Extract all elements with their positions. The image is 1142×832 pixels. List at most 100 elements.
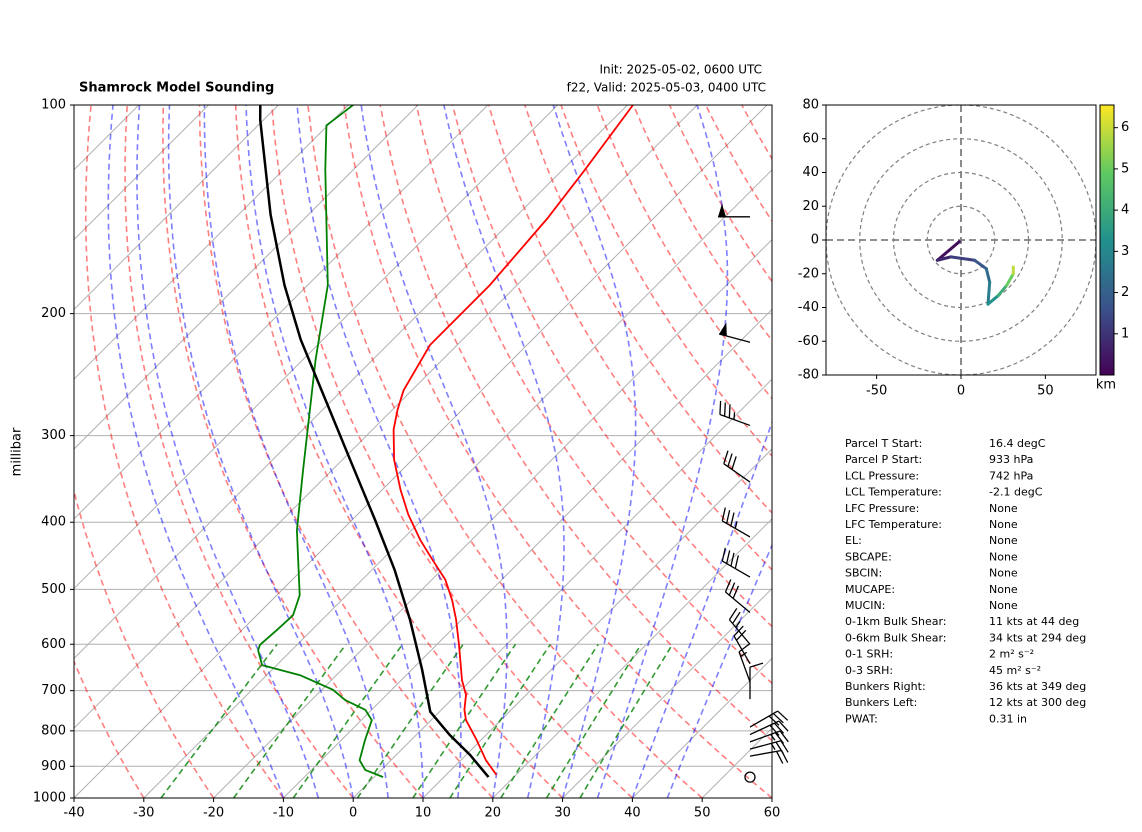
y-tick-label: 100 <box>41 98 66 113</box>
colorbar-tick-label: 1 <box>1121 326 1129 341</box>
barb-full <box>768 715 780 726</box>
colorbar-cell <box>1100 148 1114 153</box>
x-tick-label: -20 <box>203 806 224 821</box>
isotherm <box>422 448 772 798</box>
moist-adiabat <box>360 105 508 798</box>
moist-adiabat <box>136 105 320 798</box>
barb-full <box>732 611 741 624</box>
colorbar-cell <box>1100 256 1114 261</box>
colorbar-tick-label: 4 <box>1121 203 1129 218</box>
colorbar-cell <box>1100 125 1114 130</box>
wind-barb <box>749 710 789 728</box>
dry-adiabat <box>198 105 494 798</box>
barb-full <box>732 585 740 599</box>
colorbar-cell <box>1100 358 1114 362</box>
parameter-label: Bunkers Left: <box>845 696 917 709</box>
colorbar-cell <box>1100 108 1114 113</box>
parameter-label: EL: <box>845 534 862 547</box>
mixing-ratio-line <box>449 643 552 798</box>
parameter-value: 2 m² s⁻² <box>989 648 1034 661</box>
y-tick-label: 1000 <box>33 791 66 806</box>
wind-barb <box>718 322 751 343</box>
isotherm <box>74 105 349 380</box>
parameter-label: 0-3 SRH: <box>845 664 893 677</box>
colorbar-cell <box>1100 209 1114 214</box>
dry-adiabat <box>307 105 703 798</box>
parameter-label: LFC Pressure: <box>845 502 919 515</box>
wind-barb <box>749 749 789 764</box>
barb-full <box>728 607 738 621</box>
colorbar-cell <box>1100 145 1114 150</box>
colorbar-cell <box>1100 246 1114 251</box>
parameter-value: None <box>989 534 1018 547</box>
x-tick-label: 0 <box>957 384 965 399</box>
barb-shaft <box>749 720 780 736</box>
colorbar-cell <box>1100 250 1114 254</box>
barb-full <box>731 456 737 470</box>
colorbar-cell <box>1100 132 1114 136</box>
dry-adiabat <box>124 105 354 798</box>
colorbar: 1 2 3 4 5 6 <box>1099 104 1129 376</box>
colorbar-cell <box>1100 283 1114 288</box>
colorbar-cell <box>1100 287 1114 292</box>
hodograph-segment <box>986 280 992 306</box>
isotherm <box>632 657 772 798</box>
barb-full <box>780 750 789 763</box>
colorbar-cell <box>1100 304 1114 308</box>
colorbar-cell <box>1100 111 1114 116</box>
colorbar-frame <box>1099 104 1115 376</box>
parameter-value: 36 kts at 349 deg <box>989 680 1086 693</box>
colorbar-cell <box>1100 186 1114 190</box>
barb-pennant <box>718 203 726 217</box>
colorbar-cell <box>1100 263 1114 268</box>
y-tick-label: 400 <box>41 515 66 530</box>
colorbar-cell <box>1100 243 1114 248</box>
parameter-value: 12 kts at 300 deg <box>989 696 1086 709</box>
moist-adiabat <box>203 105 389 798</box>
isotherm <box>283 308 772 798</box>
colorbar-cell <box>1100 364 1114 369</box>
moist-adiabat <box>443 105 565 798</box>
colorbar-cell <box>1100 354 1114 359</box>
barb-half <box>770 734 776 741</box>
colorbar-cell <box>1100 196 1114 200</box>
wind-barb <box>744 771 756 783</box>
colorbar-cell <box>1100 138 1114 143</box>
parameter-value: None <box>989 518 1018 531</box>
colorbar-cell <box>1100 331 1114 335</box>
colorbar-cell <box>1100 175 1114 180</box>
barb-shaft <box>721 560 751 578</box>
colorbar-cell <box>1100 297 1114 302</box>
parameter-value: None <box>989 502 1018 515</box>
barb-full <box>733 625 744 637</box>
mixing-ratio-line <box>160 643 278 798</box>
parameter-value: None <box>989 599 1018 612</box>
colorbar-cell <box>1100 324 1114 329</box>
colorbar-cell <box>1100 165 1114 170</box>
colorbar-cell <box>1100 169 1114 173</box>
colorbar-cell <box>1100 213 1114 217</box>
colorbar-cell <box>1100 361 1114 366</box>
dry-adiabat <box>415 105 772 685</box>
barb-full <box>723 450 729 464</box>
colorbar-cell <box>1100 199 1114 204</box>
colorbar-cell <box>1100 135 1114 140</box>
x-tick-label: 50 <box>694 806 711 821</box>
colorbar-cell <box>1100 270 1114 275</box>
y-tick-label: 80 <box>802 98 819 113</box>
colorbar-cell <box>1100 368 1114 373</box>
parameter-label: SBCIN: <box>845 567 882 580</box>
dry-adiabat <box>234 105 564 798</box>
barb-full <box>721 547 726 562</box>
colorbar-cell <box>1100 189 1114 194</box>
colorbar-cell <box>1100 162 1114 167</box>
parameter-value: 742 hPa <box>989 469 1033 482</box>
mixing-ratio-line <box>292 643 404 798</box>
barb-full <box>725 550 731 564</box>
hodograph-segment <box>949 255 976 262</box>
barb-full <box>724 579 732 593</box>
colorbar-cell <box>1100 179 1114 184</box>
barb-full <box>727 453 733 467</box>
barb-full <box>723 402 726 417</box>
moist-adiabat <box>245 105 424 798</box>
